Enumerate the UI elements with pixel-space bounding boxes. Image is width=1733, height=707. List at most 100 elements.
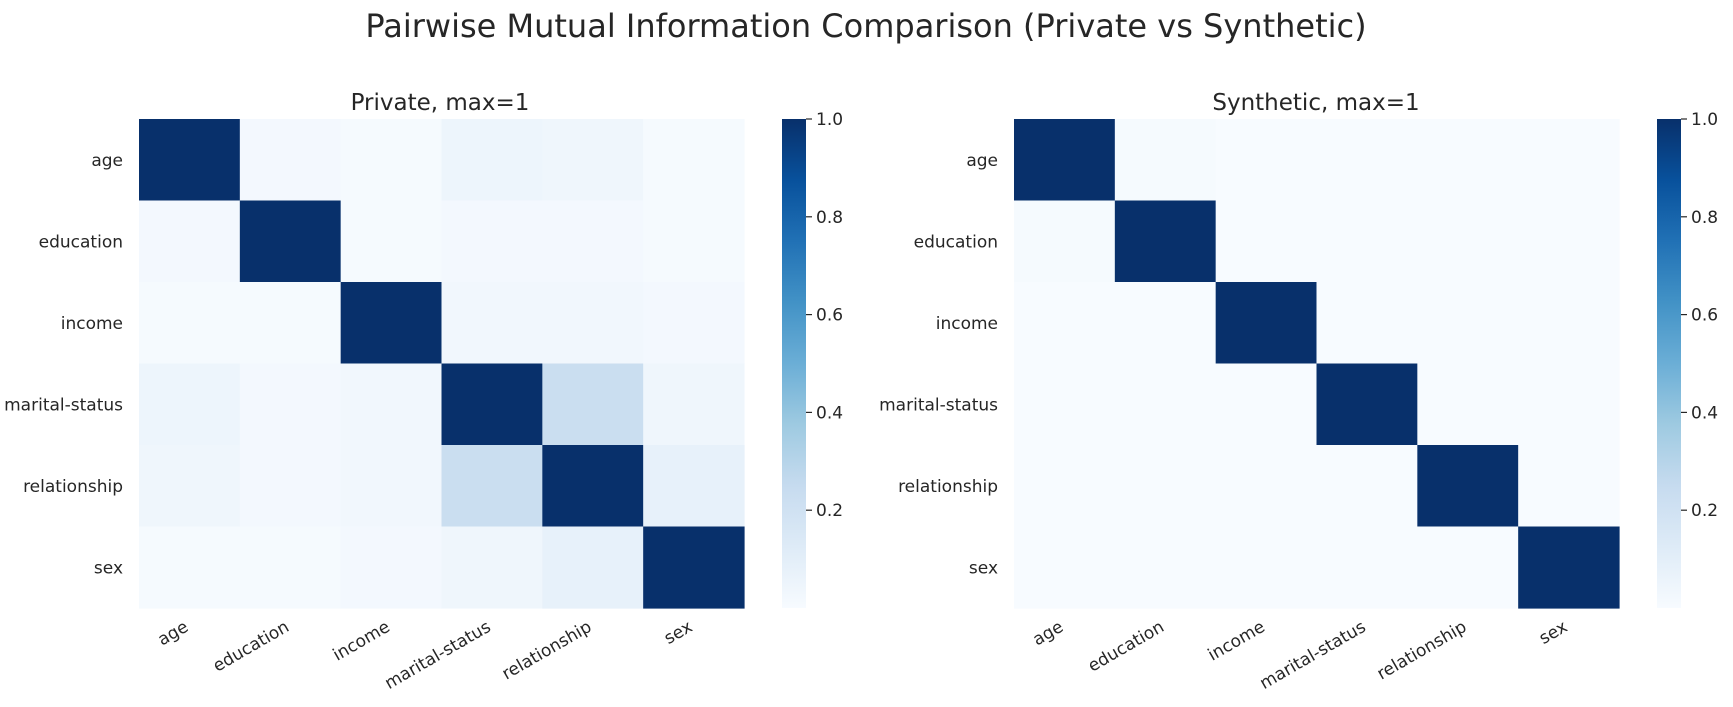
private-colorbar-tick-label: 0.4 — [816, 403, 843, 423]
private-row-label-sex: sex — [94, 558, 123, 578]
private-colorbar-gradient — [782, 119, 806, 608]
synthetic-cell-education-income — [1215, 200, 1318, 283]
private-cell-age-relationship — [542, 119, 644, 202]
private-cell-age-income — [340, 119, 443, 202]
synthetic-cell-education-sex — [1518, 200, 1620, 283]
private-cell-relationship-marital-status — [441, 445, 543, 528]
private-cell-education-relationship — [542, 200, 644, 283]
synthetic-col-label-education: education — [1085, 617, 1168, 677]
synthetic-cell-relationship-income — [1215, 445, 1318, 528]
private-cell-sex-relationship — [542, 526, 644, 609]
synthetic-cell-relationship-sex — [1518, 445, 1620, 528]
private-cell-income-age — [139, 282, 241, 365]
private-cell-sex-income — [340, 526, 443, 609]
private-colorbar-tick-label: 0.2 — [816, 501, 843, 521]
synthetic-row-label-income: income — [936, 314, 998, 334]
synthetic-cell-education-education — [1114, 200, 1217, 283]
private-cell-income-marital-status — [441, 282, 543, 365]
synthetic-col-label-sex: sex — [1536, 617, 1571, 649]
private-col-label-income: income — [330, 617, 394, 665]
private-colorbar-tick-label: 0.6 — [816, 306, 843, 326]
private-cell-relationship-education — [239, 445, 342, 528]
synthetic-cell-income-age — [1014, 282, 1116, 365]
synthetic-cell-relationship-marital-status — [1316, 445, 1418, 528]
synthetic-cell-sex-education — [1114, 526, 1217, 609]
synthetic-cell-marital-status-relationship — [1417, 363, 1519, 446]
synthetic-row-label-age: age — [966, 151, 998, 171]
synthetic-row-label-sex: sex — [969, 558, 998, 578]
synthetic-cell-income-sex — [1518, 282, 1620, 365]
synthetic-col-label-income: income — [1205, 617, 1269, 665]
private-colorbar-tick-label: 1.0 — [816, 110, 843, 130]
synthetic-cell-age-marital-status — [1316, 119, 1418, 202]
synthetic-heatmap-cells — [1014, 119, 1620, 609]
synthetic-cell-marital-status-marital-status — [1316, 363, 1418, 446]
private-col-label-education: education — [210, 617, 293, 677]
private-col-label-age: age — [154, 617, 191, 650]
private-cell-age-education — [239, 119, 342, 202]
synthetic-cell-marital-status-income — [1215, 363, 1318, 446]
private-row-label-marital-status: marital-status — [4, 395, 123, 415]
private-cell-income-education — [239, 282, 342, 365]
private-cell-relationship-age — [139, 445, 241, 528]
synthetic-cell-income-marital-status — [1316, 282, 1418, 365]
synthetic-cell-marital-status-age — [1014, 363, 1116, 446]
private-heatmap-title: Private, max=1 — [351, 90, 530, 116]
private-cell-marital-status-relationship — [542, 363, 644, 446]
private-cell-education-income — [340, 200, 443, 283]
private-cell-relationship-income — [340, 445, 443, 528]
synthetic-row-label-marital-status: marital-status — [879, 395, 998, 415]
synthetic-cell-income-relationship — [1417, 282, 1519, 365]
synthetic-cell-education-relationship — [1417, 200, 1519, 283]
synthetic-colorbar: 0.2 0.4 0.6 0.8 1.0 — [1657, 110, 1718, 608]
private-cell-marital-status-income — [340, 363, 443, 446]
synthetic-heatmap-title: Synthetic, max=1 — [1212, 90, 1419, 116]
synthetic-cell-age-income — [1215, 119, 1318, 202]
synthetic-cell-income-income — [1215, 282, 1318, 365]
synthetic-col-label-marital-status: marital-status — [1256, 617, 1369, 694]
synthetic-cell-education-age — [1014, 200, 1116, 283]
private-cell-education-education — [239, 200, 342, 283]
synthetic-cell-relationship-age — [1014, 445, 1116, 528]
synthetic-col-label-age: age — [1029, 617, 1066, 650]
synthetic-cell-income-education — [1114, 282, 1217, 365]
private-colorbar-tick-label: 0.8 — [816, 208, 843, 228]
synthetic-cell-age-education — [1114, 119, 1217, 202]
private-cell-age-marital-status — [441, 119, 543, 202]
private-row-label-age: age — [91, 151, 123, 171]
synthetic-col-label-relationship: relationship — [1374, 617, 1471, 684]
synthetic-heatmap-panel: Synthetic, max=1 ageeducationincomemarit… — [879, 90, 1718, 694]
private-col-label-relationship: relationship — [499, 617, 596, 684]
synthetic-cell-age-relationship — [1417, 119, 1519, 202]
synthetic-cell-sex-sex — [1518, 526, 1620, 609]
synthetic-cell-relationship-relationship — [1417, 445, 1519, 528]
synthetic-colorbar-tick-label: 0.8 — [1691, 208, 1718, 228]
synthetic-colorbar-tick-label: 0.6 — [1691, 306, 1718, 326]
synthetic-cell-education-marital-status — [1316, 200, 1418, 283]
private-cell-sex-sex — [643, 526, 745, 609]
synthetic-colorbar-tick-label: 0.4 — [1691, 403, 1718, 423]
figure-title: Pairwise Mutual Information Comparison (… — [365, 7, 1366, 45]
private-row-label-income: income — [61, 314, 123, 334]
private-cell-relationship-relationship — [542, 445, 644, 528]
private-cell-income-relationship — [542, 282, 644, 365]
private-cell-age-age — [139, 119, 241, 202]
synthetic-cell-marital-status-sex — [1518, 363, 1620, 446]
synthetic-colorbar-gradient — [1657, 119, 1681, 608]
private-heatmap-row-labels: age education income marital-status relation… — [4, 151, 123, 579]
synthetic-colorbar-tick-label: 0.2 — [1691, 501, 1718, 521]
synthetic-cell-age-age — [1014, 119, 1116, 202]
private-cell-marital-status-age — [139, 363, 241, 446]
private-cell-sex-age — [139, 526, 241, 609]
private-cell-marital-status-education — [239, 363, 342, 446]
synthetic-colorbar-tick-label: 1.0 — [1691, 110, 1718, 130]
synthetic-cell-relationship-education — [1114, 445, 1217, 528]
private-col-label-marital-status: marital-status — [381, 617, 494, 694]
synthetic-cell-marital-status-education — [1114, 363, 1217, 446]
synthetic-cell-sex-age — [1014, 526, 1116, 609]
synthetic-cell-age-sex — [1518, 119, 1620, 202]
private-cell-education-sex — [643, 200, 745, 283]
private-cell-age-sex — [643, 119, 745, 202]
synthetic-cell-sex-marital-status — [1316, 526, 1418, 609]
